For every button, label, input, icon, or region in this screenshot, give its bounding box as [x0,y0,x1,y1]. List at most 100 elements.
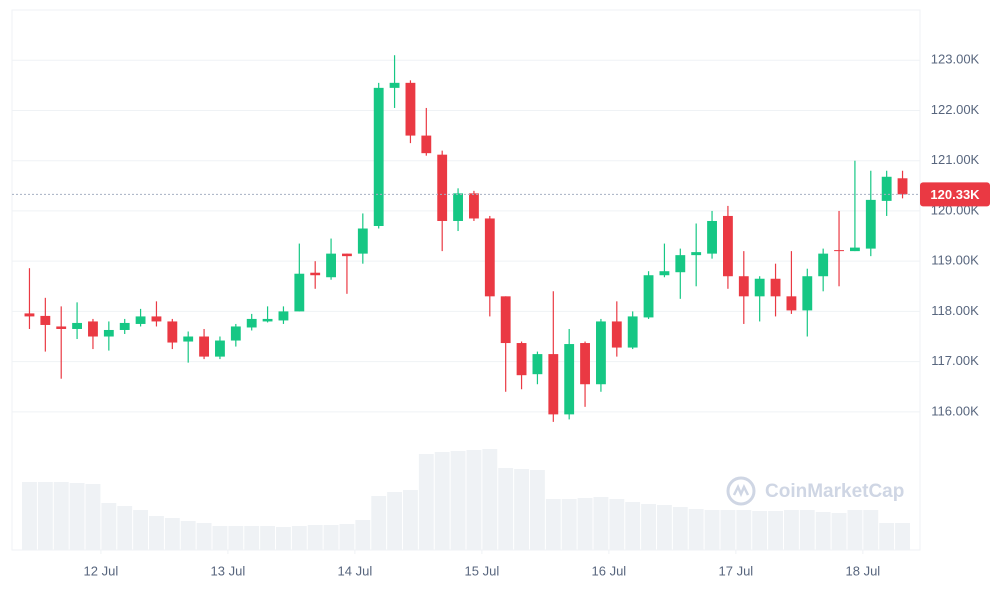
volume-bar [561,499,577,550]
candle-body [691,252,702,256]
candle-body [707,220,717,254]
candle-body [246,318,257,328]
volume-bar [371,496,387,550]
volume-bar [164,518,180,550]
volume-bar [736,510,752,550]
candle-body [421,135,432,154]
candle-body [881,176,892,201]
y-tick-label: 116.00K [931,403,979,418]
volume-bar [799,510,815,550]
candle-body [548,354,559,415]
candle-body [532,354,543,375]
candle-body [738,276,749,297]
volume-bar [307,525,323,550]
volume-bar [529,470,545,550]
volume-bar [815,512,831,550]
volume-bar [260,526,276,550]
candle-body [389,82,400,88]
volume-bar [847,510,863,550]
candle-body [183,336,194,342]
candle-body [373,87,384,226]
volume-bar [688,509,704,550]
candle-body [262,318,273,322]
candle-body [56,326,67,329]
volume-bar [609,499,625,550]
candle-body [834,250,844,252]
volume-bar [672,507,688,550]
volume-bar [117,506,133,550]
x-tick-label: 18 Jul [846,563,881,578]
volume-bar [339,524,355,550]
candle-body [659,271,670,276]
candle-body [786,296,797,311]
volume-bar [593,497,609,550]
volume-bar [212,526,228,550]
volume-bar [323,525,339,550]
candle-body [469,193,479,219]
volume-bar [53,482,69,550]
volume-bar [482,449,498,550]
y-tick-label: 117.00K [931,353,979,368]
volume-bar [514,469,529,550]
candle-body [500,296,511,344]
volume-bar [895,523,910,550]
volume-bar [466,450,482,550]
x-tick-label: 14 Jul [338,563,373,578]
candle-body [326,253,336,278]
volume-bar [355,520,371,550]
volume-bar [641,504,656,550]
volume-bar [149,516,164,550]
volume-bar [418,454,434,550]
candle-body [484,218,495,297]
volume-bar [863,510,879,550]
watermark: CoinMarketCap [765,481,904,502]
volume-bar [403,490,418,550]
watermark-logo [726,476,756,506]
volume-bar [720,510,736,550]
candle-body [151,316,162,322]
volume-bar [752,511,768,550]
plot-frame [11,9,921,551]
candle-body [119,322,130,330]
candle-body [564,344,575,415]
x-tick-label: 15 Jul [465,563,500,578]
candle-body [103,329,114,337]
candle-body [357,228,368,254]
candle-body [230,326,241,341]
candle-body [72,322,83,329]
candle-body [437,154,448,221]
volume-bar [783,510,799,550]
volume-bar [879,523,895,550]
volume-bar [704,510,720,550]
volume-bar [545,499,561,550]
candle-body [294,273,305,312]
candle-body [215,340,225,357]
candle-body [310,272,321,276]
x-tick-label: 17 Jul [719,563,754,578]
candle-body [849,247,860,252]
candle-body [40,315,51,325]
volume-bar [656,505,672,550]
candle-body [453,193,463,221]
candle-body [897,178,908,195]
x-tick-label: 12 Jul [84,563,119,578]
candle-body [818,253,829,277]
volume-bar [101,503,117,550]
candle-body [754,278,765,297]
volume-bar [180,521,196,550]
candle-body [580,343,590,385]
volume-bar [228,526,244,550]
candle-body [516,343,527,376]
candle-body [643,275,654,318]
candle-body [865,199,876,249]
volume-bar [831,513,847,550]
volume-bar [85,484,101,550]
volume-bar [768,511,783,550]
candle-body [723,215,733,277]
candle-body [770,278,781,297]
candle-body [278,311,289,321]
volume-bar [625,502,641,550]
y-tick-label: 122.00K [931,102,980,117]
current-price-box [920,182,990,207]
volume-bar [196,523,212,550]
